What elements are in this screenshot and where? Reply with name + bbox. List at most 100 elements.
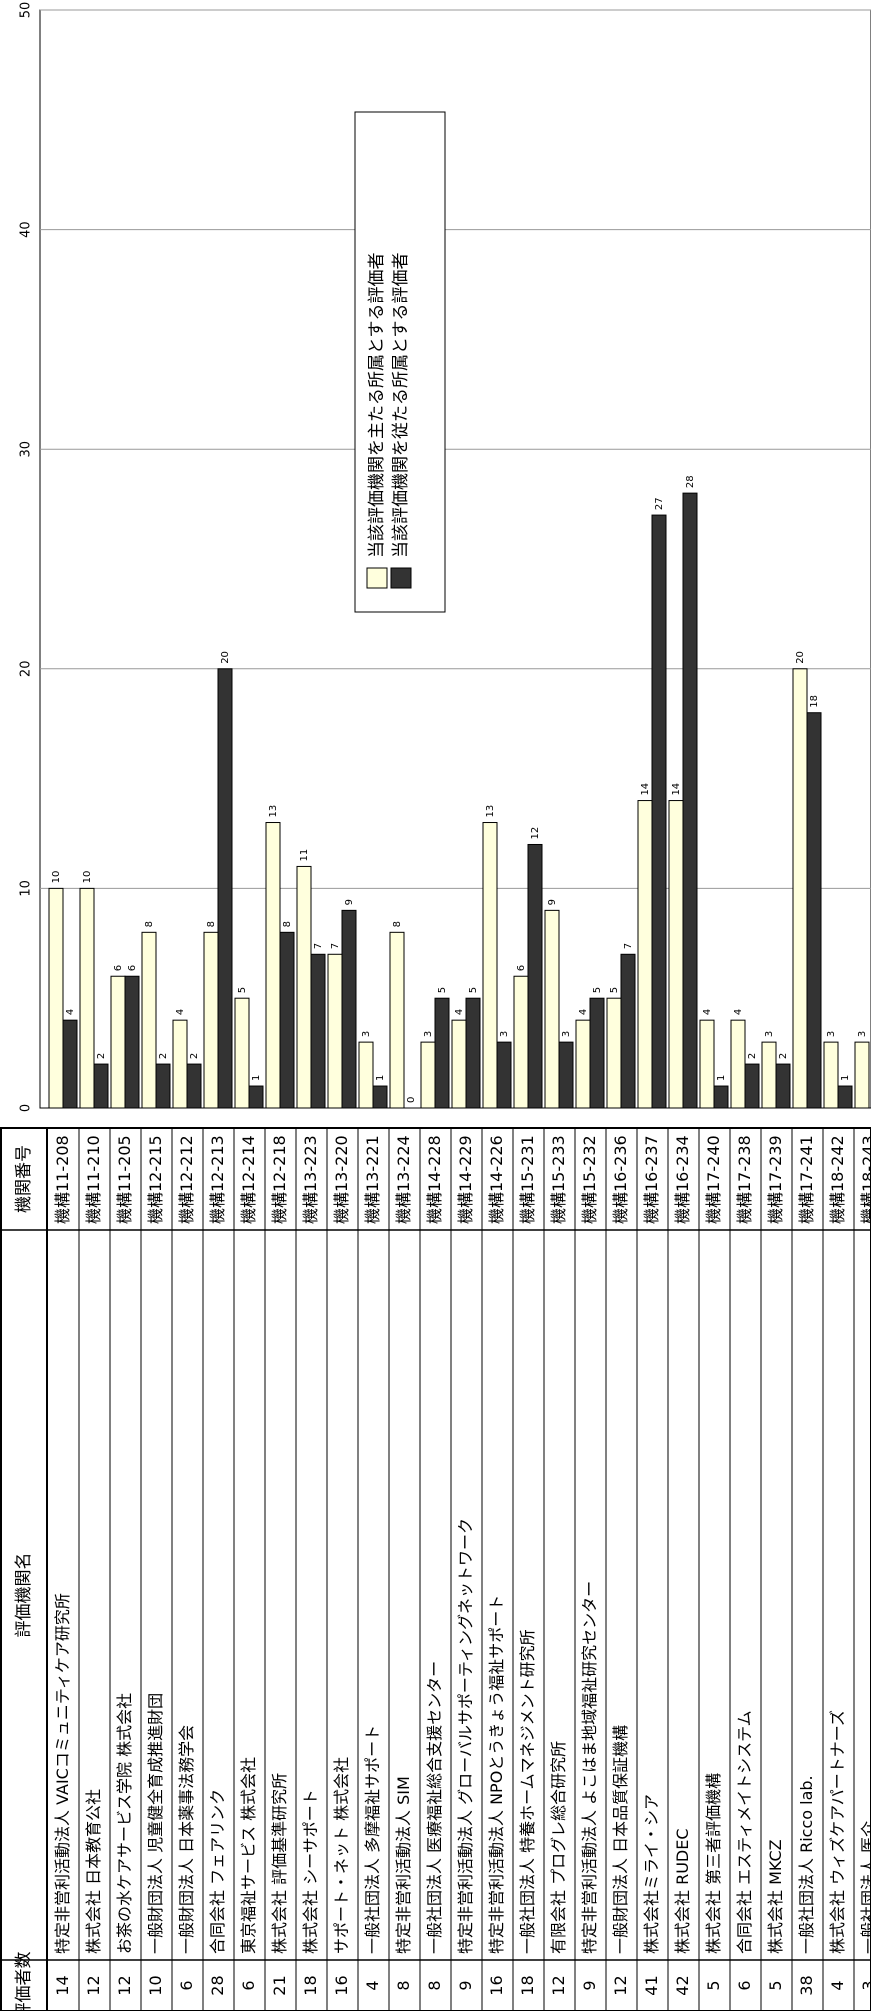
bar-secondary — [651, 514, 667, 1109]
bar-secondary — [806, 712, 822, 1109]
data-label-primary: 6 — [113, 965, 124, 971]
table-cell-count: 4 — [828, 1980, 847, 1990]
table-cell-count: 5 — [704, 1980, 723, 1990]
table-cell-count: 5 — [766, 1980, 785, 1990]
data-label-primary: 13 — [268, 805, 279, 818]
data-label-secondary: 5 — [468, 987, 479, 993]
bar-secondary — [310, 953, 326, 1109]
table-cell-name: 合同会社 フェアリンク — [208, 1789, 227, 1954]
bar-primary — [327, 953, 343, 1109]
table-cell-id: 機構12-213 — [208, 1135, 227, 1224]
table-cell-id: 機構16-237 — [642, 1135, 661, 1224]
table-cell-id: 機構16-234 — [673, 1135, 692, 1224]
value-axis-tick-label: 30 — [19, 441, 34, 458]
bar-primary — [637, 800, 653, 1109]
bar-primary — [575, 1019, 591, 1109]
data-label-primary: 4 — [175, 1009, 186, 1015]
table-cell-id: 機構17-238 — [735, 1135, 754, 1224]
data-label-secondary: 1 — [840, 1075, 851, 1081]
table-cell-name: サポート・ネット 株式会社 — [332, 1757, 351, 1954]
table-cell-name: 一般社団法人 特養ホームマネジメント研究所 — [518, 1629, 537, 1954]
table-cell-name: 株式会社 ウィズケアパートナーズ — [828, 1710, 847, 1954]
bar-primary — [110, 975, 126, 1109]
data-label-primary: 4 — [454, 1009, 465, 1015]
table-cell-count: 8 — [394, 1980, 413, 1990]
table-cell-count: 10 — [146, 1975, 165, 1995]
table-cell-id: 機構17-240 — [704, 1135, 723, 1224]
data-label-primary: 10 — [82, 871, 93, 884]
table-cell-name: 株式会社ミライ・シア — [642, 1794, 661, 1954]
bar-primary — [854, 1041, 870, 1109]
bar-secondary — [589, 997, 605, 1109]
bar-primary — [203, 931, 219, 1109]
bar-secondary — [248, 1085, 264, 1109]
table-cell-count: 3 — [859, 1980, 871, 1990]
table-cell-name: 特定非営利活動法人 SIM — [394, 1776, 413, 1954]
table-cell-count: 38 — [797, 1975, 816, 1995]
data-label-primary: 6 — [516, 965, 527, 971]
table-cell-name: 株式会社 第三者評価機構 — [704, 1773, 723, 1954]
bar-secondary — [465, 997, 481, 1109]
table-cell-name: 一般社団法人 多摩福祉サポート — [363, 1725, 382, 1954]
bar-primary — [606, 997, 622, 1109]
table-cell-name: 特定非営利活動法人 よこはま地域福祉研究センター — [580, 1581, 599, 1954]
table-cell-name: 有限会社 プログレ総合研究所 — [549, 1741, 568, 1954]
table-cell-count: 4 — [363, 1980, 382, 1990]
data-label-secondary: 20 — [220, 651, 231, 664]
table-cell-count: 18 — [301, 1975, 320, 1995]
table-cell-count: 6 — [177, 1980, 196, 1990]
table-cell-name: 一般財団法人 児童健全育成推進財団 — [146, 1693, 165, 1954]
table-cell-id: 機構12-218 — [270, 1135, 289, 1224]
data-label-secondary: 0 — [406, 1097, 417, 1103]
table-cell-count: 8 — [425, 1980, 444, 1990]
table-cell-name: 合同会社 エスティメイトシステム — [735, 1710, 754, 1954]
table-cell-name: 株式会社 シーサポート — [301, 1789, 320, 1954]
table-cell-id: 機構13-223 — [301, 1135, 320, 1224]
table-cell-count: 21 — [270, 1975, 289, 1995]
data-label-primary: 4 — [702, 1009, 713, 1015]
legend-entry: 当該評価機関を主たる所属とする評価者 — [367, 253, 387, 559]
table-cell-count: 9 — [580, 1980, 599, 1990]
bar-secondary — [496, 1041, 512, 1109]
table-cell-id: 機構11-208 — [53, 1135, 72, 1224]
value-axis-tick-label: 50 — [19, 2, 34, 19]
data-label-secondary: 2 — [747, 1053, 758, 1059]
data-label-primary: 5 — [609, 987, 620, 993]
data-label-secondary: 9 — [344, 899, 355, 905]
table-cell-count: 28 — [208, 1975, 227, 1995]
table-cell-count: 6 — [239, 1980, 258, 1990]
data-label-secondary: 1 — [716, 1075, 727, 1081]
table-header-id: 機関番号 — [14, 1145, 34, 1213]
bar-secondary — [341, 909, 357, 1109]
table-cell-id: 機構15-232 — [580, 1135, 599, 1224]
table-cell-count: 12 — [549, 1975, 568, 1995]
legend-box — [354, 111, 446, 613]
bar-secondary — [682, 492, 698, 1109]
bar-primary — [668, 800, 684, 1109]
table-cell-id: 機構12-215 — [146, 1135, 165, 1224]
bar-primary — [792, 668, 808, 1109]
table-cell-id: 機構11-205 — [115, 1135, 134, 1224]
data-label-secondary: 6 — [127, 965, 138, 971]
table-cell-name: 特定非営利活動法人 NPOとうきょう福祉サポート — [487, 1595, 506, 1954]
bar-secondary — [558, 1041, 574, 1109]
data-label-primary: 8 — [392, 921, 403, 927]
data-label-secondary: 7 — [623, 943, 634, 949]
bar-secondary — [837, 1085, 853, 1109]
data-label-secondary: 2 — [189, 1053, 200, 1059]
data-label-secondary: 28 — [685, 475, 696, 488]
table-cell-id: 機構18-242 — [828, 1135, 847, 1224]
table-cell-count: 12 — [611, 1975, 630, 1995]
table-cell-count: 9 — [456, 1980, 475, 1990]
data-label-secondary: 2 — [158, 1053, 169, 1059]
value-axis-tick-label: 20 — [19, 661, 34, 678]
data-label-secondary: 12 — [530, 827, 541, 840]
data-label-primary: 3 — [423, 1031, 434, 1037]
bar-secondary — [372, 1085, 388, 1109]
table-cell-id: 機構14-226 — [487, 1135, 506, 1224]
data-label-secondary: 1 — [251, 1075, 262, 1081]
data-label-primary: 9 — [547, 899, 558, 905]
bar-secondary — [279, 931, 295, 1109]
